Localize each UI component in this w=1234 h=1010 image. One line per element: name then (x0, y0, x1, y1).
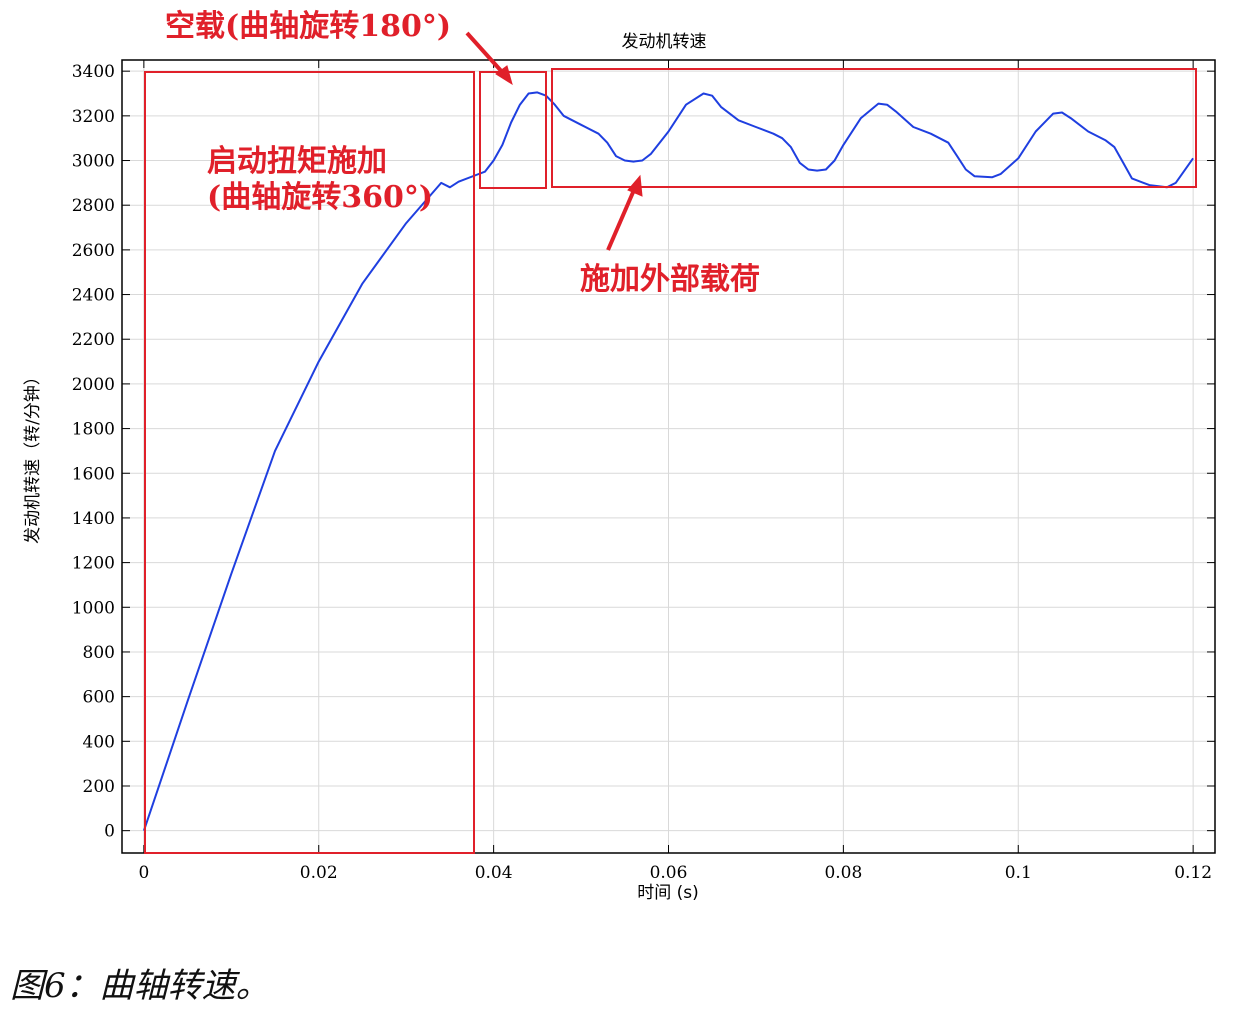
y-tick-label: 1000 (72, 598, 115, 618)
y-tick-label: 3000 (72, 152, 115, 172)
y-tick-label: 1200 (72, 554, 115, 574)
x-tick-label: 0.04 (475, 863, 513, 883)
idle-arrowhead-icon (495, 65, 513, 86)
engine-speed-chart: 0 200 400 600 800 1000 1200 1400 1600 1800 2000 220… (23, 9, 1216, 903)
start-annotation-line2: (曲轴旋转360°) (207, 180, 433, 215)
y-axis-label: 发动机转速（转/分钟） (23, 368, 43, 544)
y-tick-label: 3400 (72, 62, 115, 82)
idle-region-box (479, 71, 547, 189)
y-tick-label: 1400 (72, 509, 115, 529)
x-tick-label: 0.06 (650, 863, 688, 883)
y-tick-label: 3200 (72, 107, 115, 127)
x-tick-label: 0.12 (1174, 863, 1212, 883)
y-tick-label: 2400 (72, 286, 115, 306)
load-arrowhead-icon (627, 174, 643, 197)
y-tick-label: 2600 (72, 241, 115, 261)
x-tick-label: 0.1 (1005, 863, 1032, 883)
y-tick-label: 1800 (72, 420, 115, 440)
y-tick-label: 200 (83, 777, 115, 797)
y-tick-label: 800 (83, 643, 115, 663)
x-tick-label: 0.08 (824, 863, 862, 883)
y-tick-label: 400 (83, 732, 115, 752)
load-arrow (606, 189, 636, 251)
load-annotation: 施加外部载荷 (580, 262, 760, 297)
y-tick-label: 600 (83, 688, 115, 708)
idle-annotation: 空载(曲轴旋转180°) (165, 9, 451, 44)
start-torque-region-box (144, 71, 475, 854)
y-tick-label: 2800 (72, 196, 115, 216)
load-region-box (551, 68, 1197, 188)
y-tick-labels: 0 200 400 600 800 1000 1200 1400 1600 1800 2000 220… (72, 62, 115, 841)
x-tick-label: 0 (138, 863, 149, 883)
series-line-engine-speed (142, 91, 1194, 832)
idle-arrow (465, 31, 505, 75)
y-tick-label: 2200 (72, 330, 115, 350)
x-tick-labels: 0 0.02 0.04 0.06 0.08 0.1 0.12 (138, 863, 1212, 883)
y-tick-label: 0 (104, 822, 115, 842)
chart-title: 发动机转速 (622, 32, 707, 52)
axis-ticks (122, 60, 1215, 853)
start-annotation-line1: 启动扭矩施加 (207, 144, 387, 179)
y-tick-label: 2000 (72, 375, 115, 395)
x-tick-label: 0.02 (300, 863, 338, 883)
x-axis-label: 时间 (s) (637, 883, 699, 903)
grid (122, 60, 1215, 853)
figure-caption: 图6：曲轴转速。 (10, 966, 270, 1006)
y-tick-label: 1600 (72, 464, 115, 484)
